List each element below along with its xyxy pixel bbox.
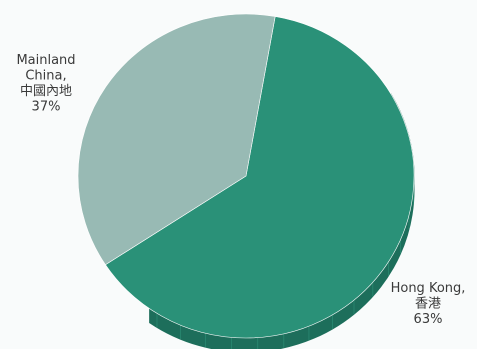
slice-label-line: 中國內地 bbox=[20, 84, 72, 99]
slice-label-line: 香港 bbox=[415, 297, 441, 312]
pie-slice-0 bbox=[105, 16, 415, 339]
slice-label-line: Hong Kong, bbox=[391, 281, 466, 296]
slice-label-line: China, bbox=[25, 69, 66, 84]
slice-label-line: Mainland bbox=[16, 53, 75, 68]
slice-label-1: Mainland China,中國內地 37% bbox=[16, 53, 75, 115]
slice-label-0: Hong Kong,香港 63% bbox=[391, 281, 466, 327]
slice-label-line: 37% bbox=[32, 100, 61, 115]
slice-label-line: 63% bbox=[414, 312, 443, 327]
pie-slice-1 bbox=[77, 13, 276, 266]
